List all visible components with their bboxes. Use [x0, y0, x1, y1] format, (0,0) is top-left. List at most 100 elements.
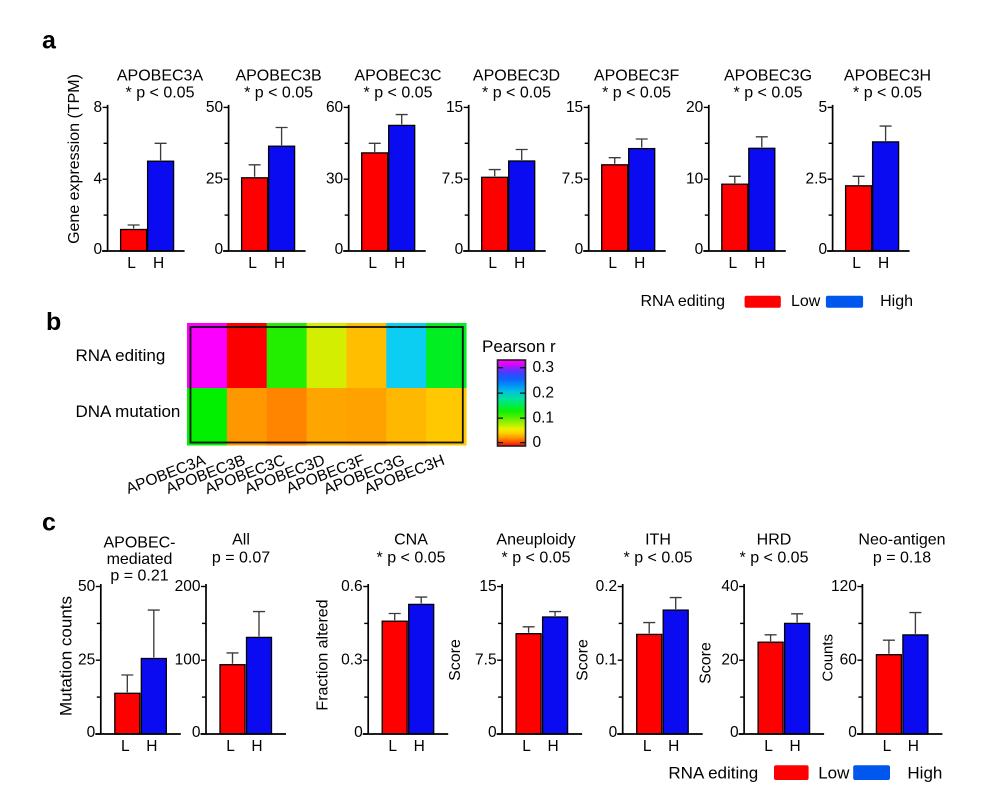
svg-text:0: 0 [818, 241, 827, 258]
svg-text:Fraction altered: Fraction altered [315, 599, 332, 710]
svg-text:* p < 0.05: * p < 0.05 [126, 85, 195, 102]
svg-text:High: High [907, 764, 942, 783]
svg-text:20: 20 [721, 652, 739, 669]
svg-text:L: L [388, 738, 397, 755]
svg-text:100: 100 [175, 652, 201, 669]
svg-text:H: H [274, 255, 285, 272]
svg-text:120: 120 [831, 578, 857, 595]
svg-text:20: 20 [686, 99, 704, 116]
svg-text:DNA mutation: DNA mutation [76, 402, 181, 421]
svg-text:Score: Score [575, 639, 592, 681]
svg-text:0: 0 [455, 241, 464, 258]
svg-text:* p < 0.05: * p < 0.05 [734, 85, 803, 102]
svg-text:H: H [908, 738, 919, 755]
svg-text:L: L [368, 255, 377, 272]
svg-text:0: 0 [354, 724, 363, 741]
svg-text:RNA editing: RNA editing [76, 346, 166, 365]
svg-text:H: H [251, 738, 262, 755]
svg-text:0: 0 [488, 724, 497, 741]
svg-text:0.2: 0.2 [533, 385, 555, 402]
svg-text:H: H [146, 738, 157, 755]
svg-text:15: 15 [446, 99, 463, 116]
svg-text:H: H [878, 255, 889, 272]
svg-text:60: 60 [840, 652, 858, 669]
svg-text:* p < 0.05: * p < 0.05 [482, 85, 551, 102]
svg-text:APOBEC3H: APOBEC3H [844, 67, 931, 84]
svg-text:L: L [248, 255, 257, 272]
svg-text:200: 200 [175, 578, 201, 595]
svg-text:0: 0 [533, 434, 542, 451]
svg-text:0: 0 [214, 241, 223, 258]
svg-text:* p < 0.05: * p < 0.05 [740, 550, 809, 567]
svg-text:* p < 0.05: * p < 0.05 [364, 85, 433, 102]
svg-text:Pearson r: Pearson r [482, 337, 556, 356]
svg-text:0.6: 0.6 [341, 578, 363, 595]
svg-text:All: All [232, 532, 250, 549]
svg-text:L: L [608, 255, 617, 272]
svg-text:0: 0 [93, 241, 102, 258]
svg-text:* p < 0.05: * p < 0.05 [502, 550, 571, 567]
svg-text:0: 0 [730, 724, 739, 741]
svg-text:L: L [226, 738, 235, 755]
svg-text:b: b [46, 308, 61, 336]
svg-text:APOBEC3D: APOBEC3D [473, 67, 560, 84]
svg-text:25: 25 [206, 171, 223, 188]
svg-text:ITH: ITH [645, 532, 671, 549]
svg-text:50: 50 [206, 99, 224, 116]
svg-text:10: 10 [686, 171, 704, 188]
svg-text:APOBEC3F: APOBEC3F [594, 67, 680, 84]
svg-text:0: 0 [87, 724, 96, 741]
svg-text:0.2: 0.2 [596, 578, 618, 595]
svg-text:0: 0 [575, 241, 584, 258]
svg-text:a: a [42, 27, 57, 55]
svg-text:25: 25 [78, 652, 95, 669]
svg-text:* p < 0.05: * p < 0.05 [244, 85, 313, 102]
svg-text:L: L [127, 255, 136, 272]
svg-text:40: 40 [721, 578, 739, 595]
svg-text:0.3: 0.3 [533, 359, 555, 376]
svg-text:CNA: CNA [394, 532, 428, 549]
svg-text:Mutation counts: Mutation counts [57, 596, 76, 716]
svg-text:0: 0 [335, 241, 344, 258]
svg-text:Score: Score [698, 642, 715, 684]
svg-text:L: L [728, 255, 737, 272]
svg-text:mediated: mediated [107, 551, 173, 568]
svg-text:* p < 0.05: * p < 0.05 [602, 85, 671, 102]
svg-text:L: L [852, 255, 861, 272]
svg-text:Gene expression (TPM): Gene expression (TPM) [66, 74, 83, 244]
svg-text:L: L [764, 738, 773, 755]
svg-text:5: 5 [818, 99, 827, 116]
svg-text:L: L [643, 738, 652, 755]
svg-text:H: H [634, 255, 645, 272]
svg-text:0: 0 [848, 724, 857, 741]
svg-text:High: High [880, 293, 913, 310]
svg-text:0.1: 0.1 [533, 410, 555, 427]
svg-text:APOBEC3C: APOBEC3C [354, 67, 441, 84]
svg-text:p = 0.07: p = 0.07 [212, 550, 270, 567]
svg-text:L: L [121, 738, 130, 755]
svg-text:8: 8 [93, 99, 102, 116]
svg-text:RNA editing: RNA editing [668, 764, 758, 783]
svg-text:* p < 0.05: * p < 0.05 [624, 550, 693, 567]
svg-text:H: H [514, 255, 525, 272]
svg-text:7.5: 7.5 [475, 652, 497, 669]
svg-text:L: L [488, 255, 497, 272]
svg-text:0.1: 0.1 [596, 652, 618, 669]
svg-text:* p < 0.05: * p < 0.05 [377, 550, 446, 567]
svg-text:* p < 0.05: * p < 0.05 [853, 85, 922, 102]
svg-text:50: 50 [78, 578, 96, 595]
svg-text:H: H [668, 738, 679, 755]
svg-text:30: 30 [326, 171, 344, 188]
svg-text:c: c [42, 509, 56, 537]
svg-text:15: 15 [479, 578, 496, 595]
svg-text:Counts: Counts [820, 634, 837, 682]
svg-text:H: H [754, 255, 765, 272]
svg-text:L: L [522, 738, 531, 755]
svg-text:Aneuploidy: Aneuploidy [496, 532, 575, 549]
svg-text:Score: Score [447, 639, 464, 681]
svg-text:H: H [414, 738, 425, 755]
svg-text:2.5: 2.5 [806, 171, 828, 188]
svg-text:0: 0 [192, 724, 201, 741]
svg-text:H: H [547, 738, 558, 755]
svg-text:15: 15 [566, 99, 583, 116]
